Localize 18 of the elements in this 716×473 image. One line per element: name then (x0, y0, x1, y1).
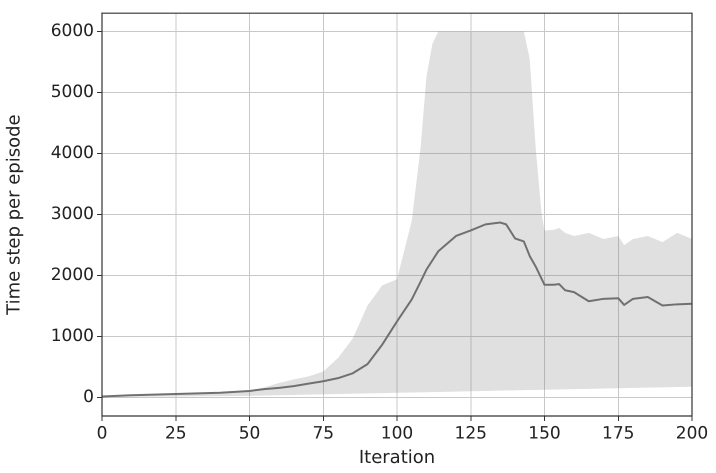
y-tick-label: 2000 (50, 265, 94, 286)
y-tick-label: 5000 (50, 82, 94, 102)
x-tick-label: 25 (164, 424, 187, 444)
y-tick-label: 1000 (50, 326, 94, 346)
x-axis-title: Iteration (358, 446, 436, 468)
y-tick-label: 3000 (50, 204, 94, 224)
y-axis-title: Time step per episode (3, 114, 24, 316)
x-tick-label: 0 (96, 424, 108, 444)
y-tick-label: 6000 (50, 20, 94, 41)
x-tick-label: 50 (238, 424, 260, 444)
y-tick-label: 4000 (50, 142, 94, 163)
x-tick-label: 175 (602, 424, 634, 444)
x-tick-label: 100 (380, 424, 414, 444)
x-tick-label: 200 (676, 424, 708, 444)
x-tick-label: 125 (454, 424, 487, 444)
y-tick-label: 0 (83, 387, 94, 408)
x-tick-label: 75 (312, 424, 334, 444)
x-tick-label: 150 (528, 424, 561, 444)
